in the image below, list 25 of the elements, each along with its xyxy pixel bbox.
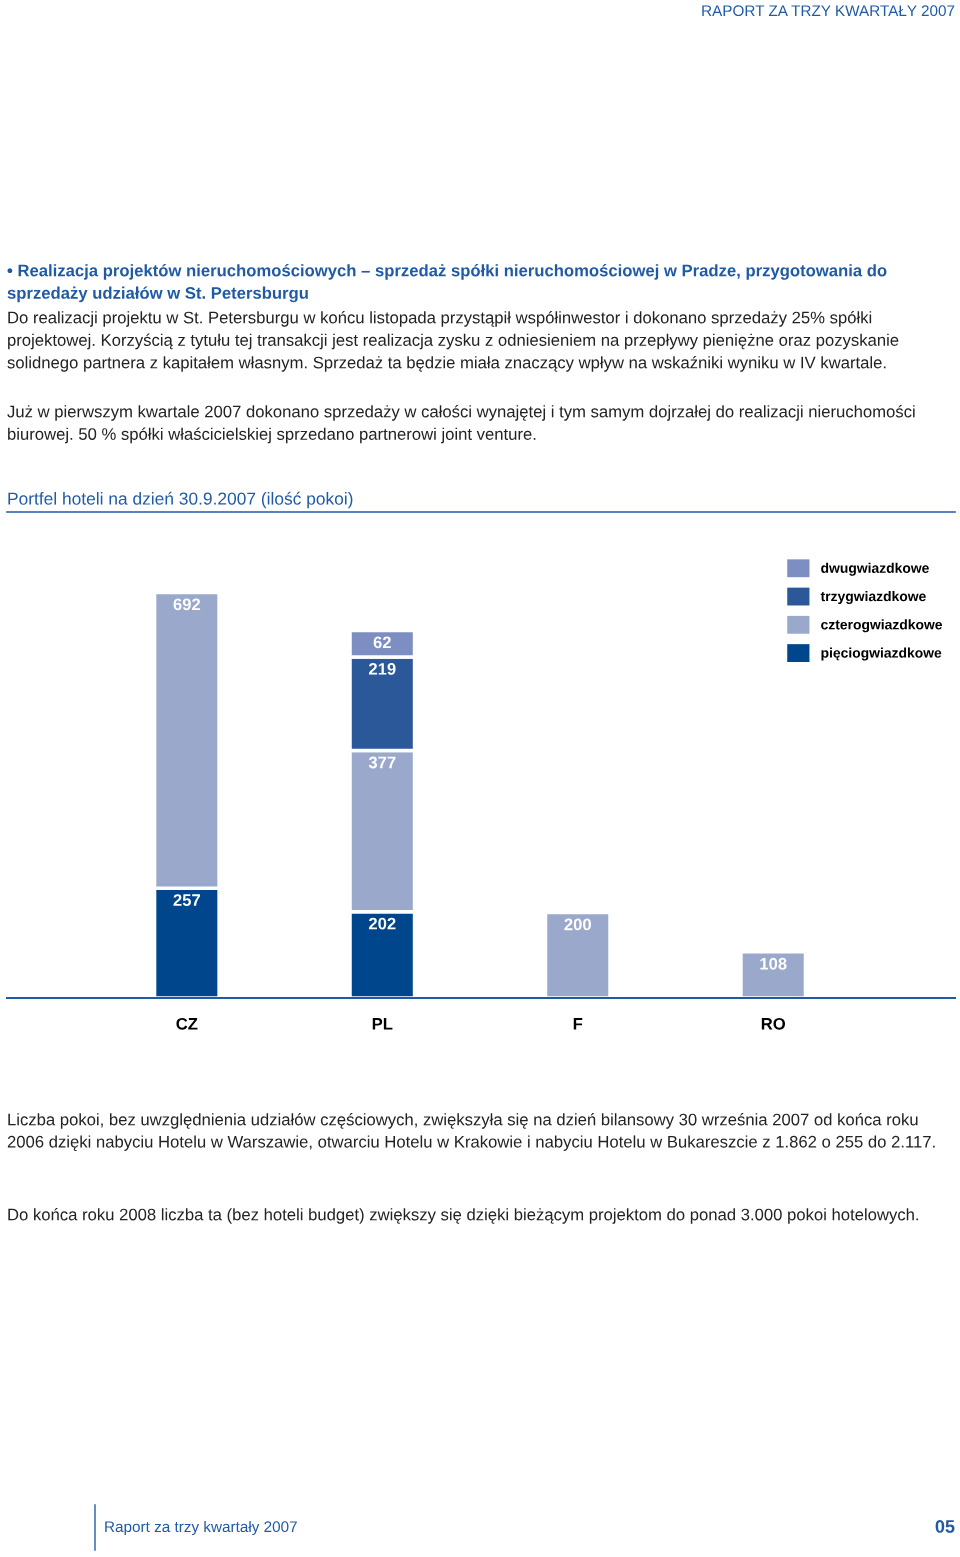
chart-title: Portfel hoteli na dzień 30.9.2007 (ilość pokoi) xyxy=(8,491,353,509)
legend-label: pięciogwiazdkowe xyxy=(821,647,942,661)
legend-label: czterogwiazdkowe xyxy=(821,619,943,633)
data-label: 108 xyxy=(760,957,787,970)
data-label: 62 xyxy=(373,636,391,649)
x-tick-label: PL xyxy=(372,1018,393,1030)
data-label: 692 xyxy=(173,598,201,611)
text: Już w pierwszym kwartale 2007 dokonano sprzedaży w całości wynajętej i tym samym dojrzałej do realizacji nieruchomości biurowej. 50 % spółki właścicielskiej sprzedano partnerowi joint venture. xyxy=(7,405,915,444)
text: Do końca roku 2008 liczba ta (bez hoteli budget) zwiększy się dzięki bieżącym projektom do ponad 3.000 pokoi hotelowych. xyxy=(8,1208,919,1224)
data-label: 200 xyxy=(564,918,591,931)
x-tick-label: F xyxy=(573,1018,583,1030)
text: Liczba pokoi, bez uwzględnienia udziałów częściowych, zwiększyła się na dzień bilansowy 30 września 2007 od końca roku 2006 dzięki nabyciu Hotelu w Warszawie, otwarciu Hotelu w Krakowie i nabyciu Hotelu w Bukareszcie z 1.862 o 255 do 2.117. xyxy=(7,1113,935,1151)
text: Do realizacji projektu w St. Petersburgu w końcu listopada przystąpił współinwestor i dokonano sprzedaży 25% spółki projektowej. Korzyścią z tytułu tej transakcji jest realizacja zysku z odniesieniem na przepływy pieniężne oraz pozyskanie solidnego partnera z kapitałem własnym. Sprzedaż ta będzie miała znaczący wpływ na wskaźniki wyniku w IV kwartale. xyxy=(7,311,899,372)
data-label: 219 xyxy=(368,662,396,675)
data-label: 377 xyxy=(368,756,396,769)
text: 05 xyxy=(935,1520,955,1533)
data-label: 257 xyxy=(173,894,200,906)
text: RAPORT ZA TRZY KWARTAŁY 2007 xyxy=(702,5,955,17)
x-tick-label: CZ xyxy=(176,1017,198,1030)
text: • Realizacja projektów nieruchomościowych – sprzedaż spółki nieruchomościowej w Pradze, przygotowania do sprzedaży udziałów w St. Petersburgu xyxy=(7,264,887,303)
legend-label: trzygwiazdkowe xyxy=(820,591,926,605)
data-label: 202 xyxy=(368,917,396,930)
legend-label: dwugwiazdkowe xyxy=(821,562,929,576)
x-tick-label: RO xyxy=(761,1017,786,1030)
text: Raport za trzy kwartały 2007 xyxy=(105,1520,297,1536)
